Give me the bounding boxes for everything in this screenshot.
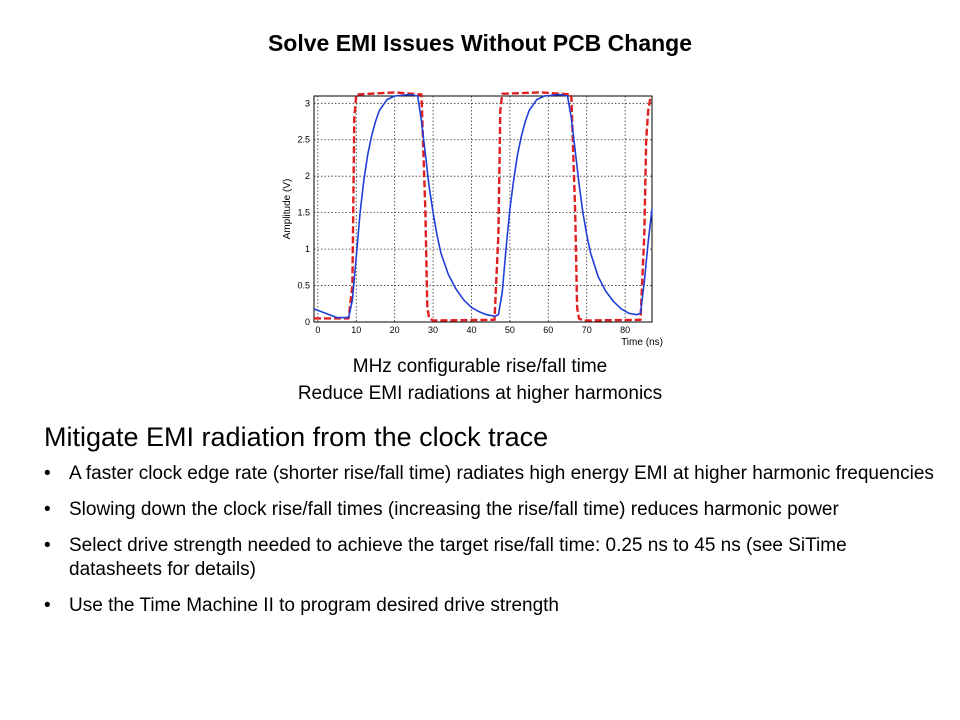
y-tick-label: 0: [305, 317, 310, 327]
slide-title: Solve EMI Issues Without PCB Change: [267, 30, 693, 56]
x-tick-label: 20: [390, 325, 400, 335]
y-tick-label: 3: [305, 98, 310, 108]
bullet-item: • A faster clock edge rate (shorter rise/…: [44, 462, 944, 486]
bullet-text: Select drive strength needed to achieve …: [69, 535, 847, 580]
bullet-dot: •: [44, 463, 51, 484]
bullet-item: • Slowing down the clock rise/fall times …: [44, 498, 944, 522]
x-tick-label: 70: [582, 325, 592, 335]
x-axis-label: Time (ns): [621, 337, 663, 348]
series-line-2: [313, 93, 653, 319]
bullet-item: • Select drive strength needed to achieve…: [44, 534, 944, 582]
y-axis-label: Amplitude (V): [282, 179, 293, 240]
bullet-text: Use the Time Machine II to program desir…: [69, 595, 560, 616]
y-tick-label: 0.5: [297, 281, 310, 291]
bullet-dot: •: [44, 535, 51, 556]
chart-caption-line1: MHz configurable rise/fall time: [352, 356, 608, 377]
bullet-dot: •: [44, 499, 51, 520]
y-tick-label: 2.5: [297, 135, 310, 145]
x-tick-label: 0: [315, 325, 320, 335]
series-line-1: [314, 91, 654, 322]
bullet-text: A faster clock edge rate (shorter rise/f…: [69, 463, 934, 484]
y-tick-label: 1.5: [297, 208, 310, 218]
waveform-chart-svg: 0 10 20 30 40 50 60 70 80 0 0.5 1 1.5 2 2.5 3 Time (ns) A…: [282, 91, 663, 348]
x-tick-label: 10: [351, 325, 361, 335]
waveform-chart: 0 10 20 30 40 50 60 70 80 0 0.5 1 1.5 2 2.5 3 Time (ns) A…: [276, 90, 666, 350]
bullet-text: Slowing down the clock rise/fall times (…: [69, 499, 839, 520]
x-tick-label: 30: [428, 325, 438, 335]
bullet-list: • A faster clock edge rate (shorter rise/…: [44, 462, 944, 630]
section-heading: Mitigate EMI radiation from the clock tr…: [44, 422, 549, 452]
bullet-dot: •: [44, 595, 51, 616]
x-tick-label: 50: [505, 325, 515, 335]
chart-caption-line2: Reduce EMI radiations at higher harmonic…: [297, 383, 663, 404]
y-tick-label: 2: [305, 171, 310, 181]
plot-frame: [313, 95, 653, 323]
y-tick-label: 1: [305, 244, 310, 254]
x-tick-label: 40: [466, 325, 476, 335]
x-tick-label: 80: [620, 325, 630, 335]
x-tick-label: 60: [543, 325, 553, 335]
bullet-item: • Use the Time Machine II to program desi…: [44, 594, 944, 618]
